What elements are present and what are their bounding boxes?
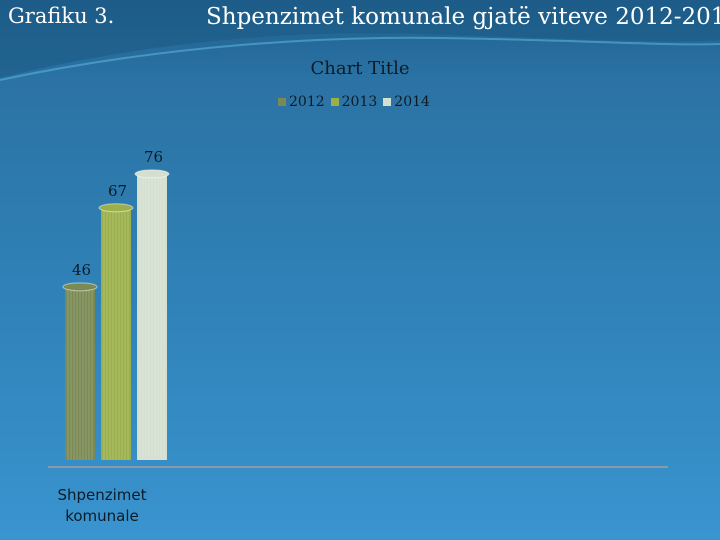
bar-2014: [137, 173, 167, 460]
category-label-line: komunale: [65, 507, 139, 525]
chart-legend: 2012 2013 2014: [278, 94, 430, 110]
bar-2012: [65, 286, 95, 460]
data-label-2012: 46: [72, 261, 91, 279]
legend-item-2014: 2014: [383, 94, 430, 110]
legend-swatch-2013: [330, 98, 339, 106]
bar-cap-2013: [98, 203, 134, 213]
legend-label-2013: 2013: [341, 94, 378, 110]
legend-item-2013: 2013: [330, 94, 378, 110]
bar-cap-2012: [62, 282, 98, 292]
bar-cap-2014: [134, 169, 170, 179]
slide-title: Shpenzimet komunale gjatë viteve 2012-20…: [206, 4, 720, 30]
data-label-2014: 76: [144, 148, 163, 166]
slide-label: Grafiku 3.: [8, 4, 115, 28]
legend-swatch-2012: [278, 98, 286, 106]
data-label-2013: 67: [108, 182, 127, 200]
chart-title: Chart Title: [310, 58, 410, 79]
legend-item-2012: 2012: [278, 94, 325, 110]
legend-label-2014: 2014: [394, 94, 430, 110]
legend-swatch-2014: [383, 98, 392, 106]
bar-2013: [101, 207, 131, 460]
decorative-wave: [0, 0, 720, 81]
legend-label-2012: 2012: [289, 94, 325, 110]
category-label-line: Shpenzimet: [57, 486, 146, 504]
